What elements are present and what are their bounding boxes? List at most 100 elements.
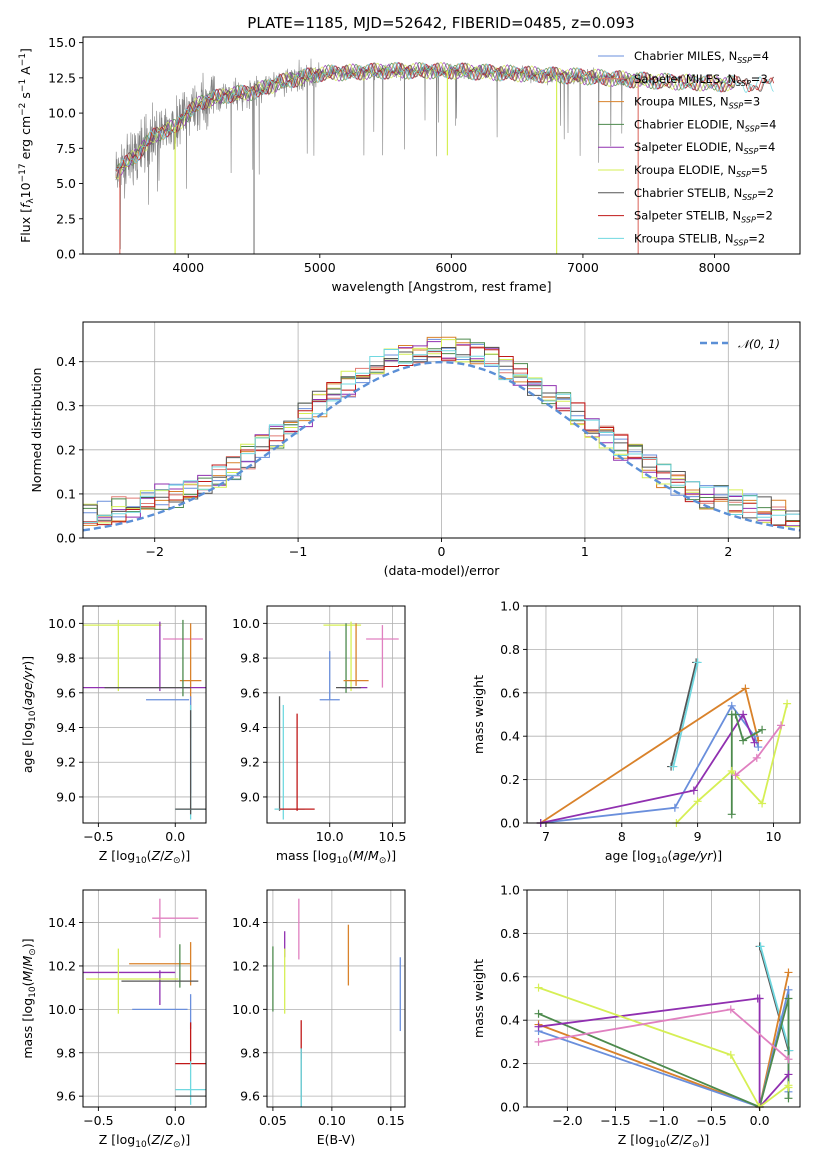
axes-frame <box>526 605 801 824</box>
mass-weight-point <box>741 684 750 693</box>
residual-histogram-step <box>82 349 801 538</box>
y-tick-label: 2.5 <box>56 211 76 226</box>
x-tick-label: −2 <box>145 544 163 559</box>
x-tick-label: 4000 <box>172 260 204 275</box>
x-axis-label: (data-model)/error <box>384 563 501 578</box>
x-tick-label: 7 <box>542 829 550 844</box>
x-tick-label: −0.5 <box>696 1113 726 1128</box>
x-tick-label: 0.0 <box>165 829 185 844</box>
legend-entry: Chabrier STELIB, NSSP=2 <box>634 186 774 202</box>
y-tick-label: 12.5 <box>48 70 76 85</box>
mass-weight-line <box>759 946 791 1051</box>
mass-weight-point <box>669 762 678 771</box>
mass-weight-point <box>758 725 767 734</box>
observed-spectrum-line <box>115 58 643 250</box>
mass-weight-point <box>784 994 793 1003</box>
mass-weight-point <box>784 1094 793 1103</box>
mass-weight-point <box>726 1005 735 1014</box>
mass-weight-point <box>756 942 765 951</box>
y-tick-label: 0.0 <box>500 816 520 831</box>
y-tick-label: 0.0 <box>56 531 76 546</box>
weight-vs-age-panel: 7 8 9 10 0.0 0.2 0.4 0.6 0.8 1.0 age [log10(age/yr… <box>471 599 801 866</box>
y-tick-label: 9.4 <box>56 720 76 735</box>
mass-weight-point <box>750 738 759 747</box>
chart-title: PLATE=1185, MJD=52642, FIBERID=0485, z=0… <box>247 14 634 32</box>
mass-weight-point <box>785 1046 794 1055</box>
x-tick-label: −1.5 <box>600 1113 630 1128</box>
y-tick-label: 0.4 <box>500 1013 520 1028</box>
y-tick-label: 0.2 <box>500 772 520 787</box>
y-tick-label: 5.0 <box>56 176 76 191</box>
x-tick-label: −0.5 <box>83 829 113 844</box>
x-tick-label: 0.0 <box>750 1113 770 1128</box>
y-tick-label: 9.8 <box>56 651 76 666</box>
mass-weight-point <box>739 710 748 719</box>
mass-weight-point <box>752 753 761 762</box>
y-tick-label: 0.2 <box>56 442 76 457</box>
y-tick-label: 9.6 <box>56 685 76 700</box>
y-tick-label: 1.0 <box>500 599 520 614</box>
x-tick-label: 0.0 <box>165 1113 185 1128</box>
mass-weight-point <box>534 1009 543 1018</box>
legend-entry: 𝒩(0, 1) <box>738 337 780 351</box>
mass-weight-point <box>755 994 764 1003</box>
y-tick-label: 10.4 <box>232 915 260 930</box>
y-tick-label: 0.8 <box>500 642 520 657</box>
x-tick-label: 1 <box>581 544 589 559</box>
model-spectrum-line <box>115 62 734 172</box>
x-axis-label: Z [log10(Z/Z⊙)] <box>99 848 191 866</box>
y-tick-label: 9.6 <box>240 1089 260 1104</box>
axes-frame <box>266 889 406 1108</box>
axes-frame <box>266 605 406 824</box>
legend-entry: Kroupa MILES, NSSP=3 <box>634 95 760 111</box>
y-tick-label: 15.0 <box>48 35 76 50</box>
y-tick-label: 0.8 <box>500 926 520 941</box>
mass-weight-point <box>727 701 736 710</box>
axes-frame <box>82 36 801 255</box>
legend-entry: Salpeter ELODIE, NSSP=4 <box>634 140 775 156</box>
x-tick-label: −2.0 <box>552 1113 582 1128</box>
mass-weight-point <box>784 1055 793 1064</box>
y-tick-label: 10.0 <box>232 616 260 631</box>
y-tick-label: 10.2 <box>48 958 76 973</box>
x-tick-label: 10.5 <box>379 829 407 844</box>
y-tick-label: 9.6 <box>56 1089 76 1104</box>
mass-weight-point <box>731 771 740 780</box>
mass-weight-point <box>670 803 679 812</box>
y-tick-label: 0.0 <box>500 1100 520 1115</box>
y-axis-label: Flux [fλ10−17 erg cm−2 s−1 A−1] <box>18 48 36 243</box>
mass-weight-point <box>777 721 786 730</box>
mass-weight-point <box>754 743 763 752</box>
legend-entry: Kroupa ELODIE, NSSP=5 <box>634 163 768 179</box>
mass-weight-line <box>540 712 756 824</box>
mass-weight-point <box>727 766 736 775</box>
y-tick-label: 10.0 <box>232 1002 260 1017</box>
y-tick-label: 9.4 <box>240 720 260 735</box>
mass-weight-point <box>784 1070 793 1079</box>
y-axis-label: mass [log10(M/M⊙)] <box>20 938 38 1058</box>
mass-weight-line <box>538 998 790 1109</box>
legend-entry: Salpeter STELIB, NSSP=2 <box>634 209 773 225</box>
y-tick-label: 0.6 <box>500 969 520 984</box>
residuals-panel: −2 −1 0 1 2 0.0 0.1 0.2 0.3 0.4 (data-model)/error… <box>29 321 801 578</box>
mass-weight-point <box>784 1083 793 1092</box>
axes-frame <box>82 605 207 824</box>
x-axis-label: age [log10(age/yr)] <box>605 848 722 866</box>
y-tick-label: 0.3 <box>56 398 76 413</box>
y-tick-label: 9.2 <box>56 755 76 770</box>
y-tick-label: 9.8 <box>56 1045 76 1060</box>
x-tick-label: −1.0 <box>648 1113 678 1128</box>
x-tick-label: 5000 <box>304 260 336 275</box>
y-axis-label: Normed distribution <box>29 368 44 493</box>
x-axis-label: mass [log10(M/M⊙)] <box>276 848 396 866</box>
y-tick-label: 1.0 <box>500 883 520 898</box>
spectrum-panel: 4000 5000 6000 7000 8000 0.0 2.5 5.0 7.5 10.0 12.5… <box>18 14 801 294</box>
legend-entry: Chabrier MILES, NSSP=4 <box>634 49 769 65</box>
x-tick-label: 8 <box>618 829 626 844</box>
mass-weight-point <box>758 799 767 808</box>
mass-weight-point <box>693 658 702 667</box>
mass-weight-point <box>534 1037 543 1046</box>
y-tick-label: 0.0 <box>56 247 76 262</box>
model-spectrum-line <box>115 62 735 176</box>
mass-weight-line <box>540 704 760 824</box>
